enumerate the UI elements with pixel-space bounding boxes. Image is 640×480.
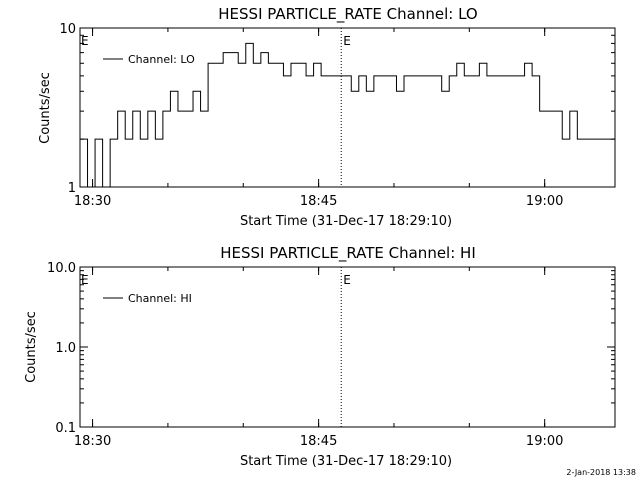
panel-lo-title: HESSI PARTICLE_RATE Channel: LO	[218, 5, 477, 24]
event-marker-label: E	[343, 273, 351, 287]
xtick-label: 19:00	[526, 434, 563, 449]
panel-lo-xlabel: Start Time (31-Dec-17 18:29:10)	[240, 214, 452, 229]
footer-timestamp: 2-Jan-2018 13:38	[566, 468, 636, 477]
event-marker-label-start: E	[81, 273, 89, 287]
xtick-label: 18:45	[300, 194, 337, 209]
ytick-label: 10	[59, 22, 76, 37]
panel-lo: HESSI PARTICLE_RATE Channel: LO 1 10 18:3…	[38, 5, 616, 229]
event-marker-label: E	[343, 34, 351, 48]
xtick-label: 18:45	[300, 434, 337, 449]
legend-lo-label: Channel: LO	[128, 53, 195, 66]
xtick-label: 18:30	[74, 434, 111, 449]
legend-hi-label: Channel: HI	[128, 292, 192, 305]
ytick-label: 0.1	[55, 421, 76, 436]
ytick-label: 10.0	[47, 261, 76, 276]
panel-hi-legend: Channel: HI	[103, 292, 192, 305]
panel-hi: HESSI PARTICLE_RATE Channel: HI 0.1 1.0 10…	[24, 244, 616, 469]
xtick-label: 18:30	[74, 194, 111, 209]
ytick-label: 1	[68, 181, 76, 196]
ytick-label: 1.0	[55, 341, 76, 356]
panel-hi-title: HESSI PARTICLE_RATE Channel: HI	[220, 244, 476, 263]
panel-hi-xlabel: Start Time (31-Dec-17 18:29:10)	[240, 454, 452, 469]
panel-hi-ylabel: Counts/sec	[24, 311, 39, 383]
event-marker-label-start: E	[81, 34, 89, 48]
panel-lo-frame	[79, 27, 616, 188]
xtick-label: 19:00	[526, 194, 563, 209]
panel-lo-ylabel: Counts/sec	[38, 72, 53, 144]
panel-hi-frame	[79, 266, 616, 428]
panel-lo-legend: Channel: LO	[103, 53, 195, 66]
series-line-lo	[80, 42, 616, 188]
